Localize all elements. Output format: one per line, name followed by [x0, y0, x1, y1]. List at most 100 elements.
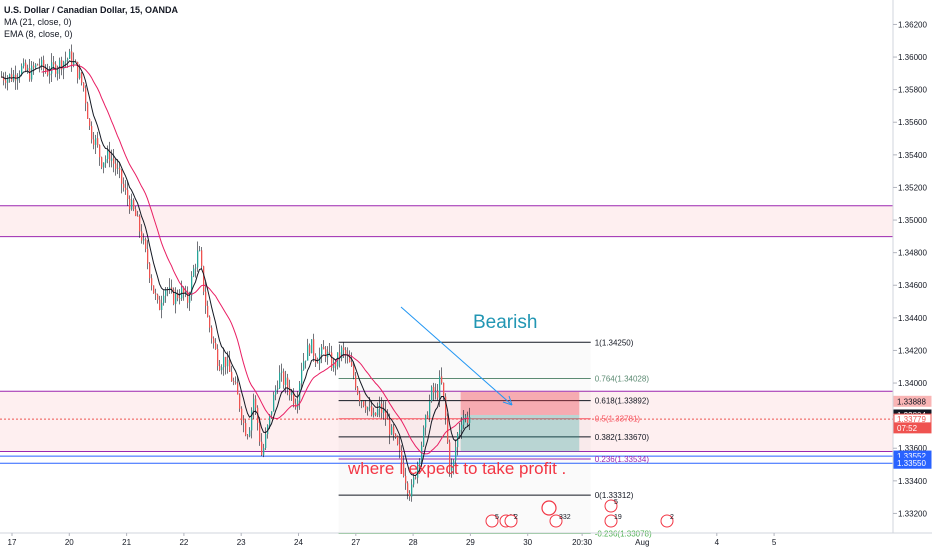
candle-body: [373, 412, 375, 416]
candle-body: [79, 72, 81, 79]
candle-body: [197, 250, 199, 268]
candle-body: [369, 406, 371, 408]
candle-body: [375, 412, 377, 416]
price-tick-label: 1.35200: [898, 183, 927, 192]
candle-body: [449, 442, 451, 471]
candle-body: [143, 239, 145, 241]
candle-body: [125, 187, 127, 190]
candle-body: [203, 266, 205, 292]
price-badge-label: 1.33550: [897, 459, 926, 468]
price-badge: [893, 457, 932, 469]
candle-body: [173, 289, 175, 304]
candle-body: [191, 276, 193, 296]
time-tick-label: 20: [65, 538, 74, 547]
candle-body: [105, 159, 107, 163]
candle-body: [259, 422, 261, 442]
event-count: 5: [614, 499, 618, 506]
candle-body: [45, 68, 47, 72]
price-tick-label: 1.36000: [898, 53, 927, 62]
candle-body: [293, 392, 295, 404]
price-badge-label: 1.33888: [897, 397, 926, 406]
candle-body: [291, 392, 293, 395]
candle-body: [441, 376, 443, 383]
candle-body: [233, 381, 235, 383]
candle-body: [393, 426, 395, 435]
candle-body: [317, 362, 319, 364]
candle-body: [429, 400, 431, 418]
candle-body: [137, 215, 139, 217]
candle-body: [71, 51, 73, 66]
candle-body: [9, 74, 11, 78]
candle-body: [163, 295, 165, 303]
candle-body: [299, 383, 301, 401]
candle-body: [445, 396, 447, 417]
candle-body: [165, 289, 167, 296]
trend-arrow: [400, 306, 513, 406]
fib-level-label: 0.764(1.34028): [595, 374, 650, 383]
candle-body: [33, 65, 35, 68]
candle-body: [371, 406, 373, 416]
candle-body: [345, 350, 347, 356]
candle-body: [315, 355, 317, 363]
candle-body: [59, 60, 61, 70]
price-tick-label: 1.35400: [898, 151, 927, 160]
candle-body: [211, 327, 213, 339]
candle-body: [53, 62, 55, 65]
candle-body: [215, 342, 217, 349]
candle-body: [199, 250, 201, 252]
candle-body: [23, 62, 25, 67]
candle-body: [205, 291, 207, 306]
fib-level-label: 1(1.34250): [595, 338, 634, 347]
price-badge: [893, 422, 932, 434]
candle-body: [367, 407, 369, 410]
ema-8-line: [1, 60, 470, 477]
candle-body: [461, 424, 463, 430]
time-tick-label: 21: [122, 538, 131, 547]
candle-body: [209, 316, 211, 328]
candle-body: [265, 434, 267, 449]
event-marker: [660, 514, 674, 528]
candle-body: [377, 408, 379, 416]
candle-body: [221, 367, 223, 371]
candle-body: [25, 62, 27, 71]
event-count: 2: [514, 514, 518, 521]
candle-body: [323, 346, 325, 350]
candle-body: [7, 77, 9, 83]
candle-body: [303, 361, 305, 370]
fib-level-label: 0.382(1.33670): [595, 433, 650, 442]
candle-body: [329, 351, 331, 353]
candle-body: [243, 420, 245, 424]
candle-body: [159, 299, 161, 310]
candle-body: [27, 68, 29, 71]
price-tick-label: 1.33600: [898, 444, 927, 453]
symbol-title[interactable]: U.S. Dollar / Canadian Dollar, 15, OANDA: [4, 5, 179, 15]
candle-body: [183, 287, 185, 294]
candle-body: [83, 82, 85, 89]
candle-body: [81, 72, 83, 83]
candle-body: [115, 163, 117, 169]
candle-body: [273, 394, 275, 412]
take-profit-zone: [460, 414, 580, 452]
price-badge-label: 1.33779: [897, 415, 926, 424]
candle-body: [467, 416, 469, 423]
ma-indicator-label[interactable]: MA (21, close, 0): [4, 17, 72, 27]
candle-body: [201, 250, 203, 267]
candle-body: [155, 293, 157, 295]
candle-body: [119, 167, 121, 171]
candle-body: [279, 372, 281, 389]
time-tick-label: 4: [715, 538, 720, 547]
candle-body: [361, 401, 363, 402]
candle-body: [141, 231, 143, 241]
time-tick-label: 5: [772, 538, 777, 547]
candle-body: [423, 427, 425, 446]
fib-level-label: 0.5(1.33781): [595, 415, 641, 424]
candle-body: [411, 484, 413, 497]
candle-body: [135, 209, 137, 216]
candle-body: [217, 348, 219, 367]
ema-indicator-label[interactable]: EMA (8, close, 0): [4, 29, 73, 39]
candle-body: [339, 352, 341, 358]
candle-body: [147, 248, 149, 264]
time-tick-label: 24: [294, 538, 303, 547]
candle-body: [223, 356, 225, 368]
